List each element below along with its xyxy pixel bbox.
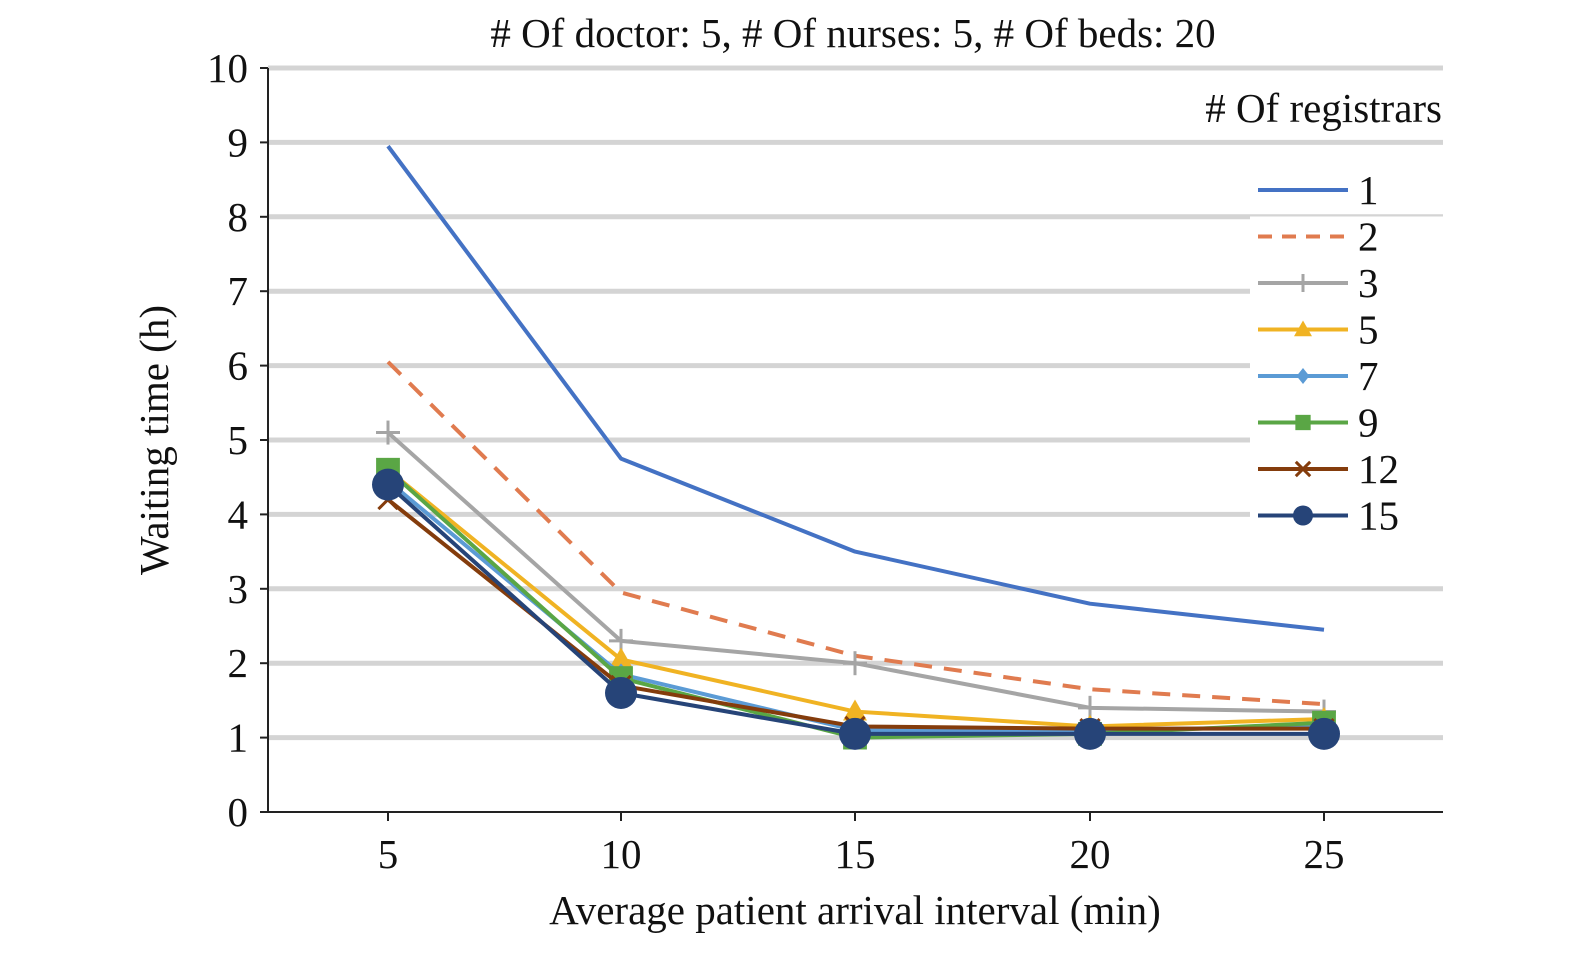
legend-label: 7 [1358,353,1379,399]
series-line [386,144,1325,632]
triangle-marker [609,647,633,669]
plus-marker [1294,274,1312,292]
y-tick-label: 4 [228,491,249,537]
square-marker [1295,414,1311,431]
plus-marker [376,420,400,445]
x-tick-label: 15 [835,831,876,877]
chart-title: # Of doctor: 5, # Of nurses: 5, # Of bed… [490,10,1215,56]
y-tick-label: 5 [228,417,249,463]
y-tick-label: 10 [207,45,248,91]
x-axis-ticks: 5 10 15 20 25 [378,812,1345,877]
y-tick-label: 1 [228,715,249,761]
x-tick-label: 5 [378,831,399,877]
circle-marker [1074,717,1106,750]
legend-item: 15 [1250,493,1446,539]
legend-item: 5 [1250,307,1446,353]
triangle-marker [843,699,867,721]
y-tick-label: 0 [228,789,249,835]
y-tick-label: 6 [228,343,249,389]
legend-item: 9 [1250,400,1446,446]
x-tick-label: 10 [601,831,642,877]
gridlines [268,65,1443,741]
x-marker-b [1294,460,1312,478]
legend-label: 15 [1358,493,1399,539]
plus-marker [843,651,867,676]
series-lines [372,144,1340,750]
y-axis-ticks: 0 1 2 3 4 5 6 7 8 9 10 [207,45,268,835]
x-axis-label: Average patient arrival interval (min) [549,887,1161,933]
legend-item: 2 [1250,214,1446,260]
series-line [386,479,1325,733]
y-tick-label: 8 [228,194,249,240]
series-3 [376,420,1336,724]
circle-marker [605,676,637,709]
x-tick-label: 25 [1304,831,1345,877]
y-tick-label: 3 [228,566,249,612]
y-tick-label: 7 [228,268,249,314]
legend-item: 12 [1250,446,1446,492]
y-axis-label: Waiting time (h) [131,305,177,575]
series-15 [372,468,1340,750]
legend-label: 12 [1358,446,1399,492]
circle-marker [372,468,404,501]
series-line [386,468,1325,740]
circle-marker [1293,505,1313,526]
legend-label: 2 [1358,214,1379,260]
y-tick-label: 9 [228,119,249,165]
legend-label: 9 [1358,400,1379,446]
legend-title: # Of registrars [1205,85,1442,131]
legend-item: 1 [1250,167,1446,213]
legend-label: 5 [1358,307,1379,353]
y-tick-label: 2 [228,640,249,686]
x-marker [1294,460,1312,478]
diamond-marker [1296,368,1310,384]
circle-marker [839,717,871,750]
circle-marker [1308,717,1340,750]
legend-item: 7 [1250,353,1446,399]
series-1 [386,144,1325,632]
triangle-marker [1294,320,1312,337]
legend-item: 3 [1250,260,1446,306]
legend-label: 3 [1358,260,1379,306]
legend-label: 1 [1358,167,1379,213]
x-tick-label: 20 [1070,831,1111,877]
